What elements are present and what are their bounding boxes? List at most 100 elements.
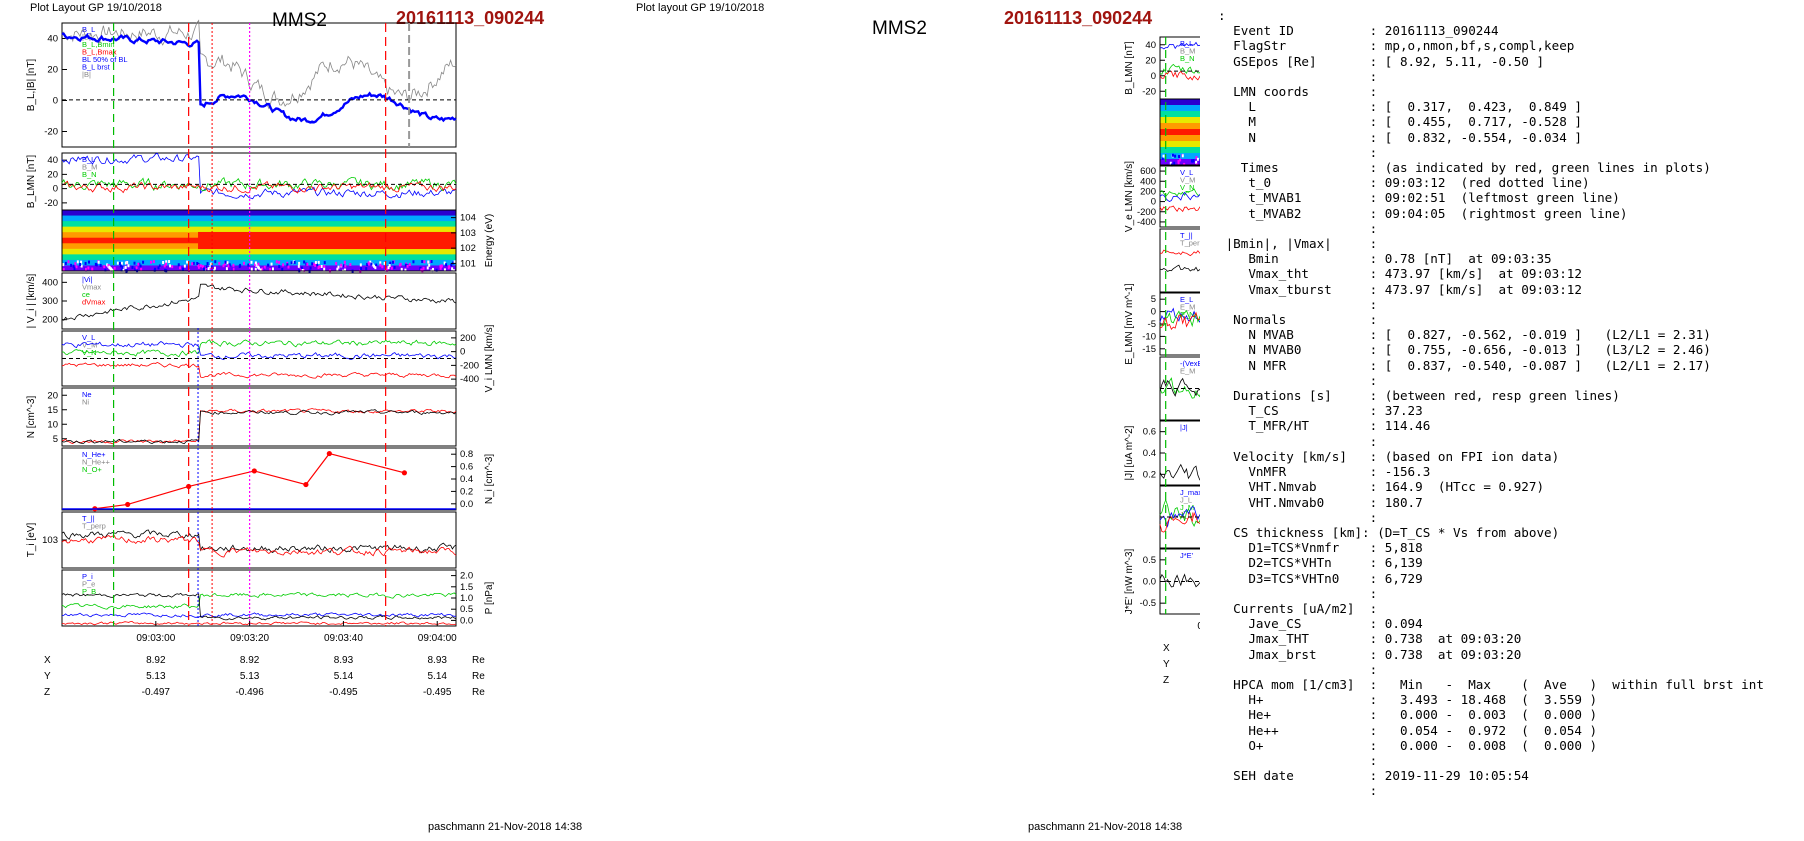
- spectrogram-noise: [360, 267, 363, 271]
- spectrogram-band: [62, 226, 456, 233]
- x-tick-label: 09:03:20: [230, 633, 269, 644]
- y-axis-label: N [cm^-3]: [26, 396, 37, 439]
- spectrogram-noise: [282, 263, 285, 267]
- spectrogram-noise: [118, 262, 121, 266]
- y-tick-label: 0: [460, 347, 465, 358]
- y-tick-label: 300: [42, 296, 58, 307]
- spectrogram-noise: [88, 260, 91, 264]
- legend-entry: Ni: [82, 398, 89, 407]
- spectrogram-noise: [404, 263, 407, 267]
- spectrogram-noise: [142, 260, 145, 264]
- panel-frame: [1159, 98, 1200, 166]
- position-value: 8.93: [428, 655, 448, 666]
- legend-entry: E_M: [1180, 367, 1195, 376]
- y-axis-label: V_e LMN [km/s]: [1124, 161, 1135, 232]
- spectrogram-noise: [303, 260, 306, 264]
- data-trace: [61, 592, 457, 621]
- panel-0: 40 20 0 -20 B_L,|B| [nT] B_L |B| B_L,BminB_L,Bm…: [26, 19, 457, 148]
- data-trace: [61, 361, 457, 379]
- spectrogram-noise: [261, 267, 264, 271]
- legend-entry: V_M: [82, 341, 97, 350]
- legend-entry: J_L: [1180, 496, 1192, 505]
- spectrogram-noise: [323, 267, 326, 271]
- spectrogram-noise: [381, 265, 384, 269]
- spectrogram-noise: [177, 263, 180, 267]
- spectrogram-noise: [263, 265, 266, 269]
- summary-line: L : [ 0.317, 0.423, 0.849 ]: [1218, 99, 1582, 115]
- spectrogram-noise: [383, 261, 386, 265]
- he-plus-plus-point: [401, 470, 408, 476]
- spectrogram-noise: [228, 263, 231, 267]
- legend-entry: V_N: [1180, 183, 1195, 192]
- spectrogram-noise: [290, 261, 293, 265]
- spectrogram-noise: [370, 262, 373, 266]
- panel-6: 0.6 0.4 0.2 |J| [uA m^-2] |J|: [1124, 420, 1200, 486]
- spectrogram-band: [1160, 147, 1200, 154]
- spectrogram-noise: [134, 267, 137, 271]
- summary-line: CS thickness [km]: (D=T_CS * Vs from abo…: [1218, 524, 1560, 540]
- spectrogram-noise: [163, 264, 166, 268]
- spectrogram-noise: [267, 263, 270, 267]
- spectrogram-noise: [84, 261, 87, 265]
- y-tick-label: 20: [47, 65, 58, 76]
- spectrogram-band: [1160, 135, 1200, 142]
- spectrogram-noise: [275, 260, 278, 264]
- spectrogram-noise: [447, 266, 450, 270]
- he-plus-plus-point: [125, 501, 131, 508]
- spectrogram-band: [1160, 111, 1200, 118]
- summary-line: He++ : 0.054 - 0.972 ( 0.054 ): [1218, 722, 1598, 738]
- position-value: 5.14: [334, 671, 354, 682]
- y-tick-label: 101: [460, 258, 476, 269]
- spectrogram-noise: [254, 261, 257, 265]
- spectrogram-noise: [157, 266, 160, 270]
- y-axis-label: |J| [uA m^-2]: [1124, 425, 1135, 480]
- y-tick-label: 0: [1151, 307, 1156, 318]
- y-axis-label: J*E' [nW m^-3]: [1124, 549, 1135, 615]
- data-trace: [61, 32, 457, 124]
- y-axis-label: V_i LMN [km/s]: [484, 324, 495, 392]
- position-value: 8.93: [334, 655, 354, 666]
- y-axis-label: B_LMN [nT]: [26, 155, 37, 209]
- legend-entry: T_||: [1180, 231, 1193, 240]
- spectrogram-noise: [91, 267, 94, 271]
- spectrogram-noise: [374, 266, 377, 270]
- position-label: Y: [1163, 659, 1170, 670]
- spectrogram-noise: [218, 261, 221, 265]
- spectrogram-noise: [79, 262, 82, 266]
- summary-line: Bmin : 0.78 [nT] at 09:03:35: [1218, 251, 1552, 267]
- spectrogram-noise: [186, 260, 189, 264]
- y-tick-label: 20: [47, 390, 58, 401]
- spectrogram-noise: [1161, 156, 1164, 160]
- spectrogram-noise: [137, 262, 140, 266]
- legend-entry: Vmax: [82, 283, 101, 292]
- spectrogram-noise: [64, 261, 67, 265]
- position-value: 5.14: [428, 671, 448, 682]
- data-trace: [62, 621, 457, 626]
- spectrogram-noise: [1179, 158, 1182, 162]
- y-tick-label: 0: [1151, 71, 1156, 82]
- summary-line: :: [1218, 68, 1378, 84]
- spectrogram-noise: [182, 267, 185, 271]
- y-tick-label: 200: [460, 333, 476, 344]
- panel-7: 0.40.20.0-0.2-0.4J [uA m^-2]J_maxuJ_LJ_M…: [1159, 485, 1200, 549]
- spectrogram-noise: [207, 267, 210, 271]
- y-tick-label: 2.0: [460, 571, 473, 582]
- spectrogram-noise: [278, 260, 281, 264]
- legend-entry: T_||: [82, 514, 95, 523]
- summary-line: D2=TCS*VHTn : 6,139: [1218, 555, 1423, 571]
- legend-entry: E_L: [1180, 295, 1193, 304]
- event-id-mid: 20161113_090244: [1004, 8, 1153, 28]
- panel-6: 0.8 0.60.40.2 0.0 N_i [cm^-3] N_He+N_He++N_O…: [61, 447, 495, 512]
- spectrogram-noise: [201, 265, 204, 269]
- summary-line: N MVAB0 : [ 0.755, -0.656, -0.013 ] (L3/…: [1218, 342, 1711, 358]
- y-tick-label: 40: [47, 34, 58, 45]
- y-tick-label: 0.4: [460, 474, 473, 485]
- summary-line: t_MVAB2 : 09:04:05 (rightmost green line…: [1218, 205, 1628, 221]
- y-axis-label: B_L,|B| [nT]: [26, 59, 37, 112]
- spectrogram-noise: [158, 264, 161, 268]
- summary-line: :: [1218, 372, 1378, 388]
- spectrogram-noise: [389, 261, 392, 265]
- spectrogram-core: [198, 231, 456, 250]
- spectrogram-noise: [168, 260, 171, 264]
